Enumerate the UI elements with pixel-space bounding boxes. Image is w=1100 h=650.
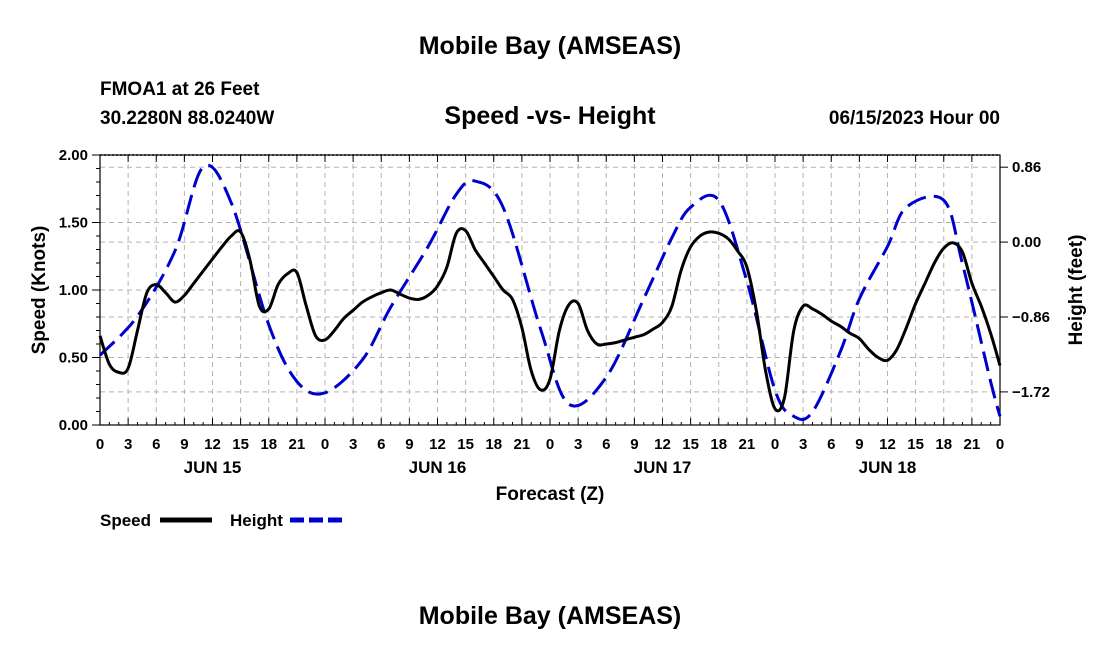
day-label: JUN 17 [634,458,692,477]
y-axis-left-label: Speed (Knots) [29,226,50,355]
x-tick-label: 9 [180,436,188,453]
x-tick-label: 18 [935,436,952,453]
date-label: 06/15/2023 Hour 00 [829,108,1000,129]
x-tick-label: 3 [124,436,132,453]
x-tick-label: 12 [879,436,896,453]
x-tick-label: 18 [485,436,502,453]
x-tick-label: 12 [204,436,221,453]
y-right-tick-label: 0.00 [1012,234,1041,251]
x-tick-label: 21 [739,436,756,453]
y-left-tick-label: 1.50 [59,215,88,232]
x-tick-label: 9 [630,436,638,453]
y-right-tick-label: 0.86 [1012,159,1041,176]
coords-label: 30.2280N 88.0240W [100,108,274,129]
x-tick-label: 21 [514,436,531,453]
series-group [98,163,1002,422]
x-tick-label: 0 [96,436,104,453]
x-tick-label: 0 [546,436,554,453]
series-line-speed [98,227,1002,413]
x-tick-label: 3 [799,436,807,453]
y-right-tick-label: −1.72 [1012,384,1050,401]
x-tick-label: 6 [827,436,835,453]
station-label: FMOA1 at 26 Feet [100,79,260,100]
x-tick-label: 15 [907,436,924,453]
x-tick-label: 21 [964,436,981,453]
series-line-height [98,163,1002,422]
day-label: JUN 15 [184,458,242,477]
legend-speed-label: Speed [100,511,151,530]
x-tick-label: 0 [321,436,329,453]
x-tick-label: 12 [429,436,446,453]
y-left-tick-label: 0.00 [59,417,88,434]
legend: Speed Height [100,511,342,530]
x-tick-label: 6 [377,436,385,453]
axis-ticks [92,154,1008,426]
x-tick-label: 21 [289,436,306,453]
y-left-tick-label: 1.00 [59,282,88,299]
chart-title: Speed -vs- Height [444,102,656,130]
day-label: JUN 18 [859,458,917,477]
x-tick-label: 15 [232,436,249,453]
y-axis-right-label: Height (feet) [1066,235,1087,346]
x-tick-label: 18 [260,436,277,453]
legend-height-label: Height [230,511,283,530]
x-tick-label: 3 [574,436,582,453]
page-title: Mobile Bay (AMSEAS) [419,32,682,60]
x-tick-label: 6 [602,436,610,453]
y-left-tick-label: 2.00 [59,147,88,164]
x-tick-label: 0 [996,436,1004,453]
x-tick-label: 6 [152,436,160,453]
y-right-tick-label: −0.86 [1012,309,1050,326]
x-tick-label: 18 [710,436,727,453]
day-label: JUN 16 [409,458,467,477]
x-tick-label: 3 [349,436,357,453]
x-tick-label: 15 [457,436,474,453]
y-left-tick-label: 0.50 [59,350,88,367]
x-tick-label: 9 [855,436,863,453]
x-tick-label: 15 [682,436,699,453]
x-axis-label: Forecast (Z) [496,484,605,505]
grid-lines [100,155,1000,425]
axis-tick-labels: 0 3 6 9 12 15 18 21 0 3 6 9 12 15 18 21 0 3 6 9 12 15 18 21 0 3 6 9… [59,147,1050,477]
x-tick-label: 9 [405,436,413,453]
footer-title: Mobile Bay (AMSEAS) [419,602,682,630]
x-tick-label: 0 [771,436,779,453]
x-tick-label: 12 [654,436,671,453]
